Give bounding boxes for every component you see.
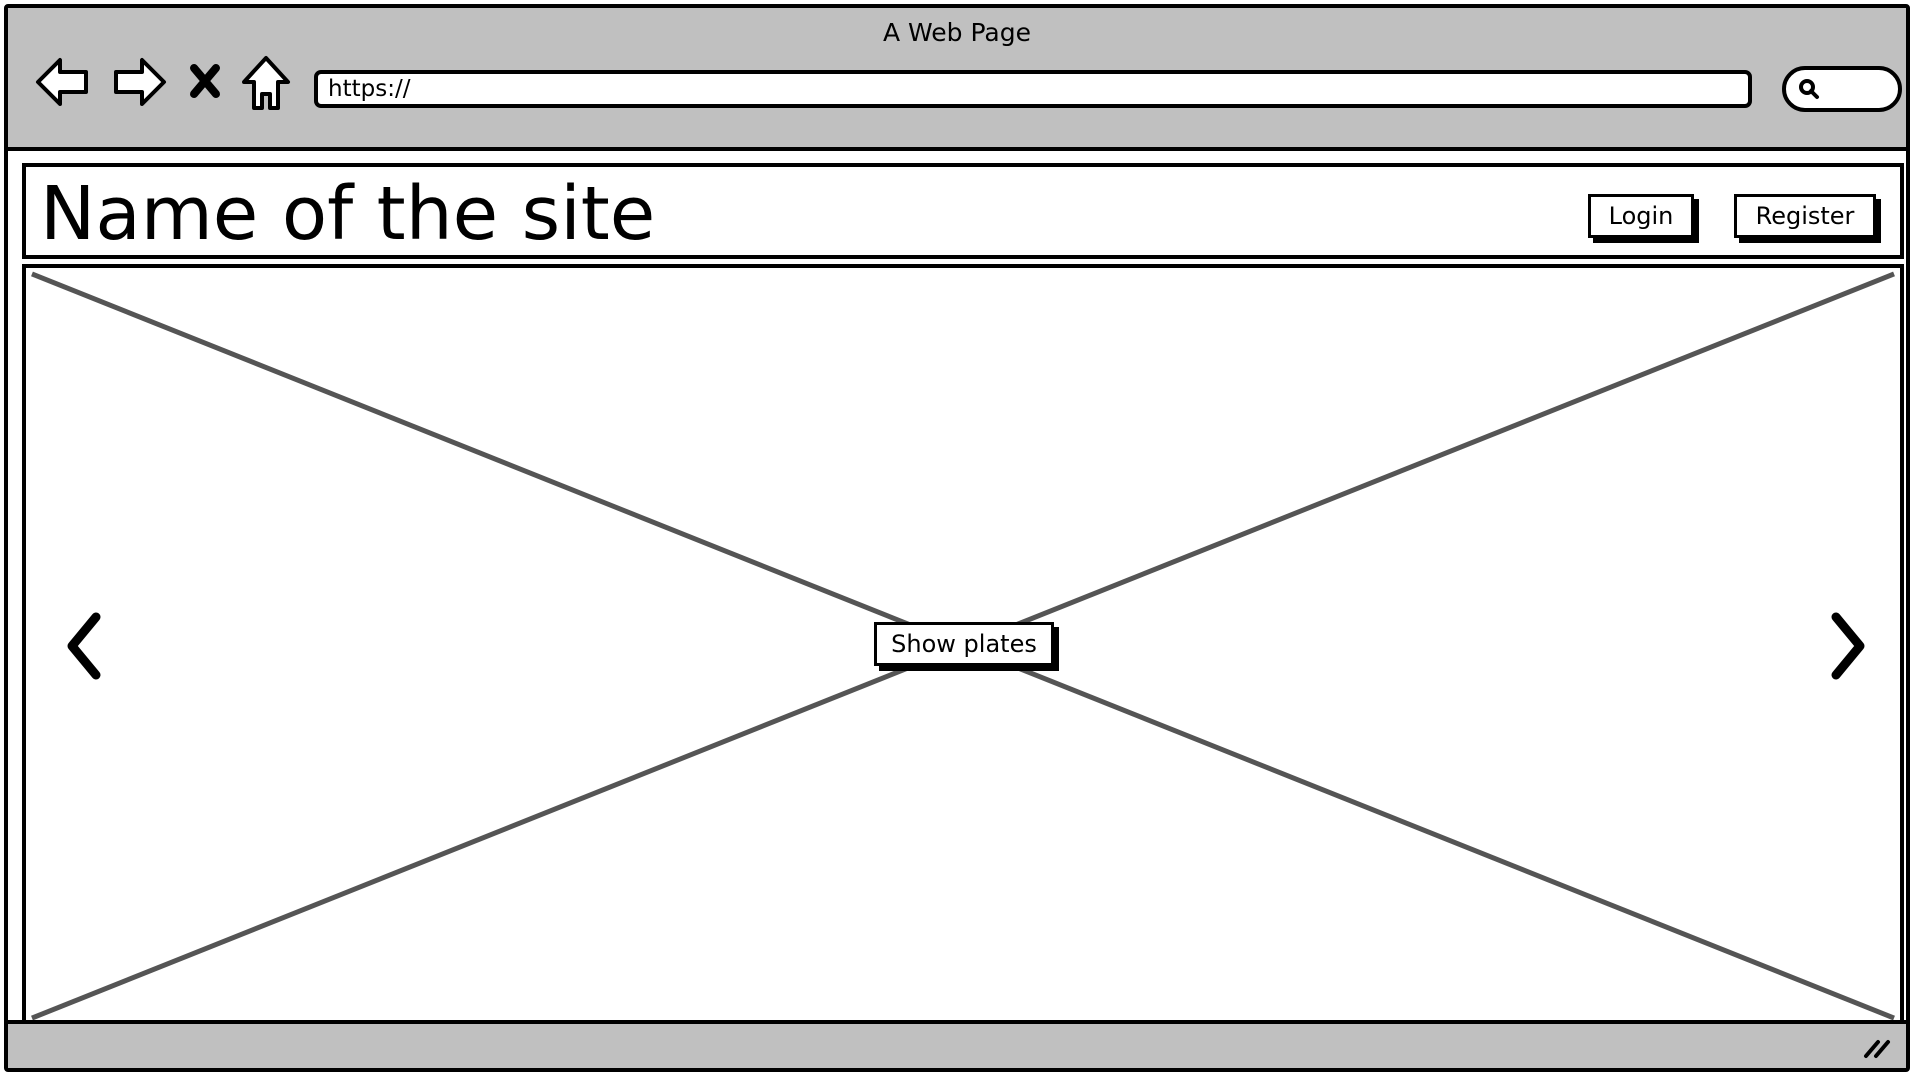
resize-grip-icon[interactable] — [1862, 1034, 1892, 1060]
window-title: A Web Page — [882, 18, 1032, 47]
address-bar[interactable]: https:// — [314, 70, 1752, 108]
browser-chrome: A Web Page https:// — [8, 8, 1906, 151]
register-button[interactable]: Register — [1734, 194, 1876, 238]
image-carousel: Show plates — [22, 264, 1904, 1028]
forward-arrow-icon[interactable] — [110, 52, 168, 112]
show-plates-button[interactable]: Show plates — [874, 622, 1054, 666]
chevron-right-icon[interactable] — [1816, 601, 1876, 691]
site-title: Name of the site — [40, 171, 656, 257]
home-icon[interactable] — [240, 52, 292, 112]
site-header: Name of the site Login Register — [22, 163, 1904, 259]
search-input[interactable] — [1782, 66, 1902, 112]
close-icon[interactable] — [184, 52, 226, 112]
browser-window: A Web Page https:// — [4, 4, 1910, 1072]
search-icon — [1799, 79, 1819, 99]
login-button[interactable]: Login — [1588, 194, 1694, 238]
back-arrow-icon[interactable] — [34, 52, 92, 112]
chevron-left-icon[interactable] — [56, 601, 116, 691]
status-bar — [8, 1020, 1906, 1068]
